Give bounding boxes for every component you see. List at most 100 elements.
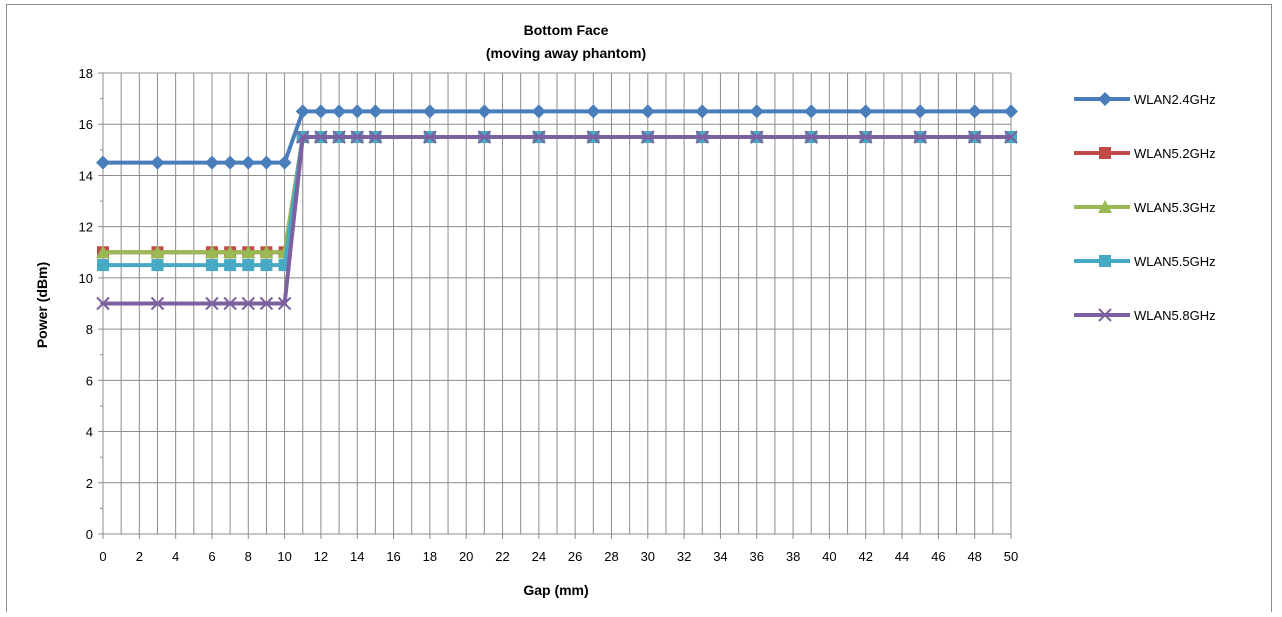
legend-marker	[1098, 200, 1112, 213]
legend-marker	[1098, 92, 1112, 106]
x-tick-label: 20	[459, 549, 473, 564]
y-tick-label: 2	[86, 476, 93, 491]
data-point	[1004, 104, 1018, 119]
x-tick-label: 2	[136, 549, 143, 564]
data-point	[332, 130, 346, 144]
legend-label: WLAN5.8GHz	[1134, 308, 1216, 323]
data-point	[368, 130, 383, 144]
y-tick-label: 12	[79, 220, 93, 235]
y-tick-label: 16	[79, 117, 93, 132]
series-WLAN2.4GHz	[96, 104, 1018, 170]
data-point	[586, 104, 601, 119]
legend-label: WLAN5.3GHz	[1134, 200, 1216, 215]
marker-stroke	[332, 130, 346, 144]
data-point	[205, 259, 218, 272]
marker-stroke	[314, 130, 328, 144]
legend-marker	[1099, 147, 1111, 159]
marker-stroke	[913, 130, 927, 144]
data-point	[241, 245, 256, 259]
data-point	[532, 130, 546, 144]
x-tick-label: 16	[386, 549, 400, 564]
data-point	[313, 104, 328, 119]
legend-item: WLAN2.4GHz	[1074, 92, 1216, 107]
data-point	[477, 104, 492, 119]
x-tick-label: 4	[172, 549, 179, 564]
x-tick-label: 46	[931, 549, 945, 564]
data-point	[368, 104, 383, 119]
data-point	[586, 130, 601, 144]
y-tick-label: 4	[86, 425, 93, 440]
data-point	[695, 130, 709, 144]
data-point	[967, 104, 982, 119]
chart-subtitle: (moving away phantom)	[486, 45, 646, 61]
marker-stroke	[296, 130, 310, 144]
legend-label: WLAN5.5GHz	[1134, 254, 1216, 269]
data-point	[260, 259, 273, 272]
data-point	[96, 245, 110, 259]
data-point	[350, 104, 365, 119]
x-tick-label: 18	[423, 549, 437, 564]
series-layer	[96, 104, 1018, 311]
data-point	[314, 130, 328, 144]
marker-stroke	[223, 296, 237, 311]
legend-marker	[1098, 308, 1112, 322]
x-tick-label: 12	[314, 549, 328, 564]
y-tick-label: 0	[86, 527, 93, 542]
data-point	[204, 245, 219, 259]
data-point	[967, 130, 982, 144]
data-point	[259, 296, 274, 311]
x-tick-label: 26	[568, 549, 582, 564]
data-point	[241, 155, 256, 170]
data-point	[223, 245, 238, 259]
data-point	[804, 104, 819, 119]
data-point	[96, 296, 110, 311]
data-point	[296, 130, 310, 144]
marker-stroke	[96, 296, 110, 311]
legend-label: WLAN2.4GHz	[1134, 92, 1216, 107]
legend-item: WLAN5.5GHz	[1074, 254, 1216, 269]
x-tick-label: 32	[677, 549, 691, 564]
x-tick-label: 48	[967, 549, 981, 564]
legend: WLAN2.4GHz WLAN5.2GHz WLAN5.3GHz WLAN5.5GHz…	[1074, 92, 1216, 323]
marker-stroke	[368, 130, 383, 144]
x-tick-label: 8	[245, 549, 252, 564]
marker-stroke	[241, 296, 255, 311]
x-tick-label: 22	[495, 549, 509, 564]
data-point	[477, 130, 492, 144]
data-point	[750, 130, 764, 144]
marker-stroke	[695, 130, 709, 144]
data-point	[224, 259, 237, 272]
marker-stroke	[423, 130, 437, 144]
marker-stroke	[532, 130, 546, 144]
marker-stroke	[1098, 308, 1112, 322]
y-axis-title: Power (dBm)	[34, 262, 50, 348]
marker-stroke	[804, 130, 818, 144]
legend-item: WLAN5.8GHz	[1074, 308, 1216, 323]
data-point	[423, 130, 437, 144]
data-point	[804, 130, 818, 144]
data-point	[640, 104, 655, 119]
x-tick-label: 50	[1004, 549, 1018, 564]
data-point	[858, 104, 873, 119]
x-tick-label: 14	[350, 549, 364, 564]
x-tick-label: 34	[713, 549, 727, 564]
series-line	[103, 135, 1011, 306]
x-tick-label: 38	[786, 549, 800, 564]
marker-stroke	[1004, 130, 1018, 144]
data-point	[332, 104, 347, 119]
legend-marker	[1099, 255, 1111, 267]
data-point	[97, 259, 109, 272]
marker-stroke	[641, 130, 655, 144]
series-WLAN5.8GHz	[96, 130, 1018, 311]
data-point	[150, 296, 165, 311]
data-point	[277, 296, 292, 311]
x-tick-label: 6	[208, 549, 215, 564]
data-point	[531, 104, 546, 119]
y-tick-label: 8	[86, 322, 93, 337]
data-point	[241, 296, 255, 311]
x-tick-label: 24	[532, 549, 546, 564]
x-tick-label: 30	[641, 549, 655, 564]
data-point	[277, 155, 292, 170]
data-point	[259, 155, 274, 170]
x-axis-title: Gap (mm)	[523, 582, 588, 598]
